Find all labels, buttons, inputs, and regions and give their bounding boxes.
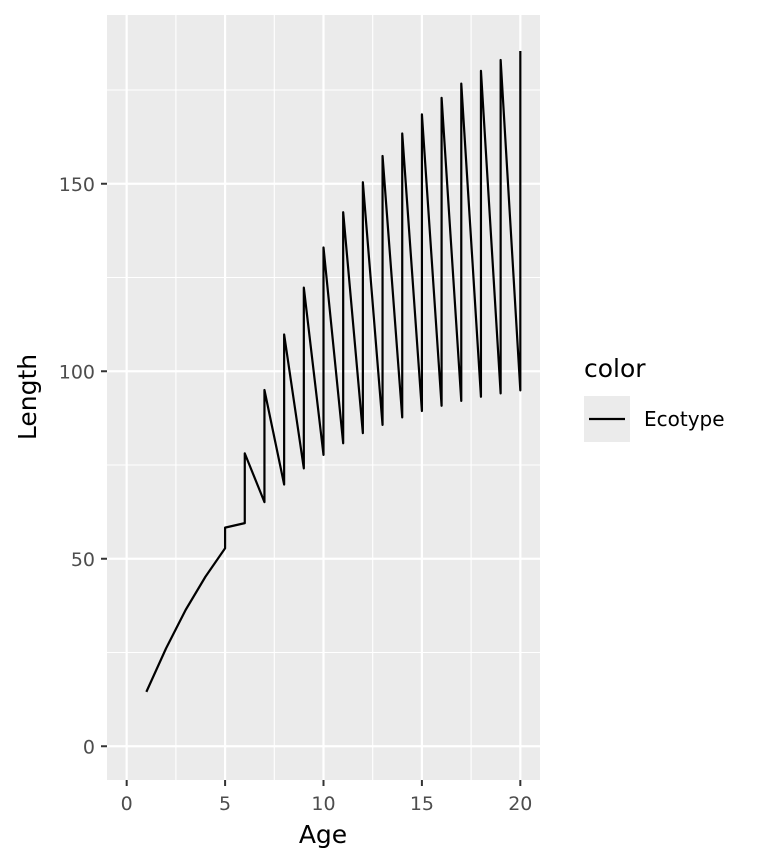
x-tick-label: 20 — [508, 793, 532, 815]
data-lines — [145, 51, 522, 693]
x-tick-label: 15 — [410, 793, 434, 815]
legend-label-ecotype: Ecotype — [644, 407, 725, 431]
y-tick-label: 150 — [59, 174, 95, 196]
y-axis: 0 50 100 150 — [59, 174, 107, 758]
x-axis: 0 5 10 15 20 — [121, 780, 532, 815]
y-tick-label: 50 — [71, 549, 95, 571]
x-tick-label: 5 — [219, 793, 231, 815]
series-line-ecotype — [145, 51, 522, 693]
y-tick-label: 100 — [59, 361, 95, 383]
x-axis-title: Age — [299, 820, 347, 849]
legend: color Ecotype — [584, 354, 725, 442]
legend-title: color — [584, 354, 646, 383]
y-axis-title: Length — [13, 354, 42, 440]
y-tick-label: 0 — [83, 736, 95, 758]
x-tick-label: 10 — [311, 793, 335, 815]
x-tick-label: 0 — [121, 793, 133, 815]
